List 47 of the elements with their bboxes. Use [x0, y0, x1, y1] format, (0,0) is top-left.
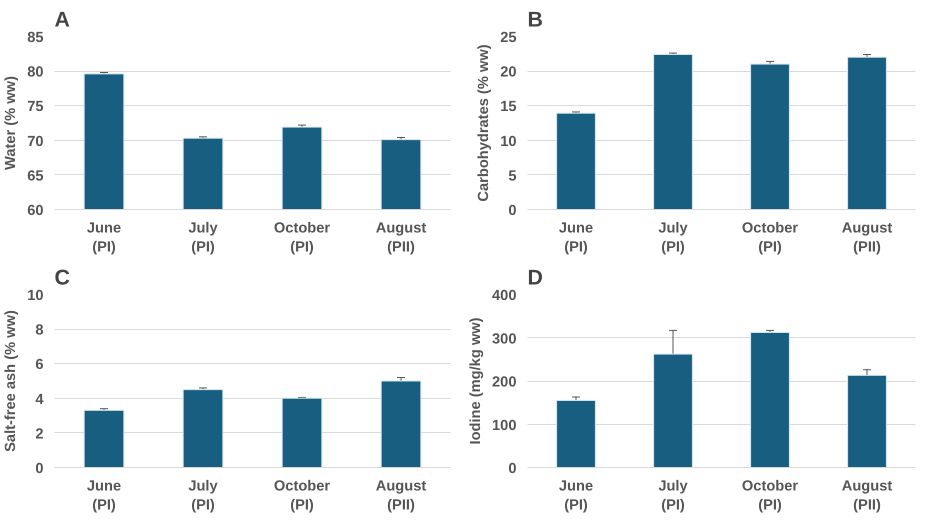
y-tick-label: 75 — [27, 99, 44, 116]
y-tick-label: 0 — [35, 461, 44, 477]
y-tick-label: 10 — [500, 134, 517, 150]
y-tick-label: 2 — [35, 426, 44, 442]
y-tick-label: 80 — [27, 64, 44, 81]
x-tick-label: October (PI) — [274, 478, 330, 514]
y-tick-label: 70 — [27, 134, 44, 150]
y-tick-label: 25 — [500, 30, 517, 46]
y-axis-title: Water (% ww) — [3, 76, 20, 170]
chart-title: D — [528, 266, 543, 290]
x-tick-label: August (PII) — [376, 478, 426, 514]
y-tick-label: 15 — [500, 99, 517, 116]
x-tick-label: June (PI) — [86, 478, 122, 514]
chart-title: A — [54, 8, 70, 32]
y-tick-label: 100 — [492, 418, 517, 434]
x-tick-label: August (PII) — [376, 220, 426, 256]
x-tick-label: July (PI) — [658, 220, 689, 256]
y-tick-label: 8 — [35, 322, 44, 339]
chart-title: C — [54, 266, 70, 290]
y-tick-label: 60 — [27, 203, 44, 219]
x-tick-label: July (PI) — [658, 478, 689, 514]
y-tick-label: 400 — [492, 288, 517, 304]
x-tick-label: October (PI) — [742, 478, 798, 514]
y-tick-label: 200 — [492, 374, 517, 390]
y-tick-label: 0 — [508, 203, 517, 219]
y-tick-label: 6 — [35, 357, 44, 374]
x-tick-label: August (PII) — [842, 478, 892, 514]
y-tick-label: 10 — [27, 288, 44, 304]
x-tick-label: June (PI) — [558, 220, 594, 256]
x-tick-label: August (PII) — [842, 220, 892, 256]
y-tick-label: 0 — [508, 461, 517, 477]
y-tick-label: 20 — [500, 64, 517, 81]
x-tick-label: June (PI) — [558, 478, 594, 514]
x-tick-label: October (PI) — [742, 220, 798, 256]
y-tick-label: 65 — [27, 168, 44, 184]
x-tick-label: July (PI) — [188, 478, 219, 514]
y-tick-label: 300 — [492, 331, 517, 348]
y-tick-label: 4 — [35, 392, 44, 408]
y-axis-title: Carbohydrates (% ww) — [476, 44, 492, 202]
y-axis-title: Iodine (mg/kg ww) — [468, 317, 484, 445]
y-tick-label: 85 — [27, 30, 44, 46]
x-tick-label: July (PI) — [188, 220, 219, 256]
y-tick-label: 5 — [508, 168, 517, 184]
y-axis-title: Salt-free ash (% ww) — [3, 310, 20, 452]
x-tick-label: June (PI) — [86, 220, 122, 256]
chart-title: B — [528, 8, 543, 32]
x-tick-label: October (PI) — [274, 220, 330, 256]
